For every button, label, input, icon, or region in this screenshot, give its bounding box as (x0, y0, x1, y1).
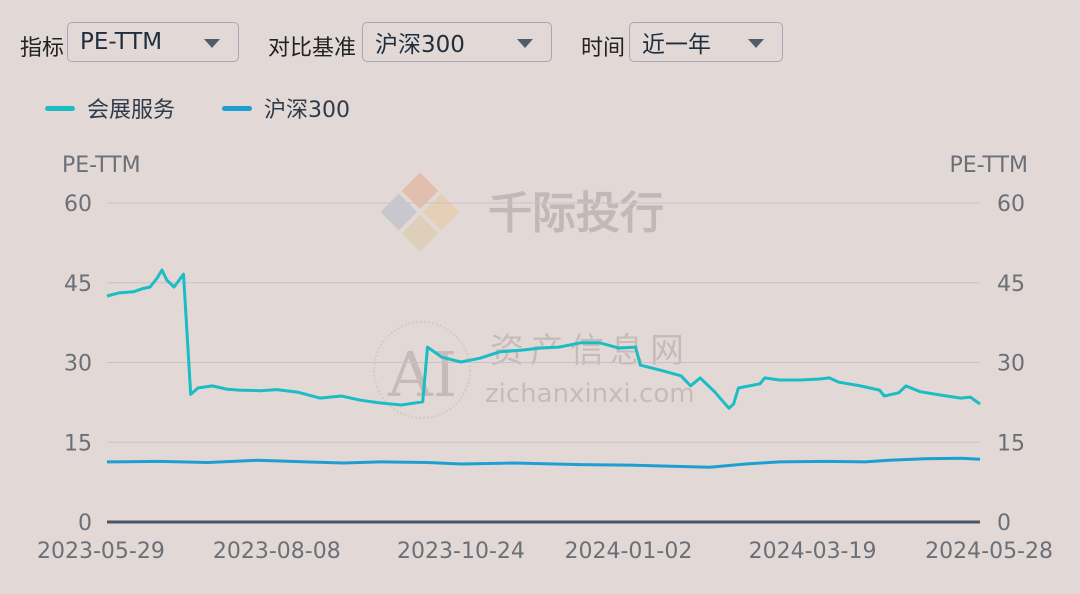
legend-item-series2[interactable]: 沪深300 (222, 92, 350, 124)
chevron-down-icon (748, 39, 764, 48)
metric-label: 指标 (20, 36, 65, 61)
time-select[interactable]: 近一年 (629, 22, 783, 62)
watermark-logo-text: 千际投行 (488, 188, 664, 239)
y-tick-label-right: 45 (997, 272, 1025, 297)
y-axis-title-left: PE-TTM (62, 153, 141, 178)
legend-label: 会展服务 (87, 98, 176, 123)
y-tick-label-left: 0 (78, 511, 92, 536)
series-1 (106, 268, 981, 410)
benchmark-select-value: 沪深300 (375, 32, 465, 58)
legend-swatch (222, 105, 252, 111)
watermark: 千际投行 AI 资产信息网 zichanxinxi.com (373, 172, 695, 419)
legend-swatch (45, 105, 75, 111)
y-tick-label-right: 60 (997, 192, 1025, 217)
x-tick-label: 2023-10-24 (397, 539, 525, 564)
x-tick-label: 2024-03-19 (749, 539, 877, 564)
time-select-value: 近一年 (642, 32, 711, 58)
y-tick-label-left: 60 (64, 192, 92, 217)
x-tick-label: 2024-05-28 (925, 539, 1053, 564)
metric-select[interactable]: PE-TTM (67, 22, 239, 62)
y-tick-label-right: 30 (997, 352, 1025, 377)
time-label: 时间 (581, 36, 626, 61)
x-tick-label: 2024-01-02 (564, 539, 692, 564)
benchmark-label: 对比基准 (268, 36, 357, 61)
x-tick-label: 2023-08-08 (213, 539, 341, 564)
y-tick-label-right: 15 (997, 431, 1025, 456)
y-tick-label-left: 45 (64, 272, 92, 297)
benchmark-select[interactable]: 沪深300 (362, 22, 552, 62)
y-tick-label-left: 30 (64, 352, 92, 377)
legend-item-series1[interactable]: 会展服务 (45, 92, 175, 124)
chevron-down-icon (517, 39, 533, 48)
watermark-site-url: zichanxinxi.com (485, 379, 695, 409)
series-2 (106, 456, 981, 469)
y-tick-label-right: 0 (997, 511, 1011, 536)
metric-select-value: PE-TTM (80, 29, 163, 55)
series-line (106, 456, 981, 469)
y-tick-label-left: 15 (64, 431, 92, 456)
logo-icon (380, 172, 460, 252)
legend-label: 沪深300 (264, 98, 350, 123)
chevron-down-icon (204, 39, 220, 48)
y-axis-title-right: PE-TTM (949, 153, 1028, 178)
x-tick-label: 2023-05-29 (37, 539, 165, 564)
